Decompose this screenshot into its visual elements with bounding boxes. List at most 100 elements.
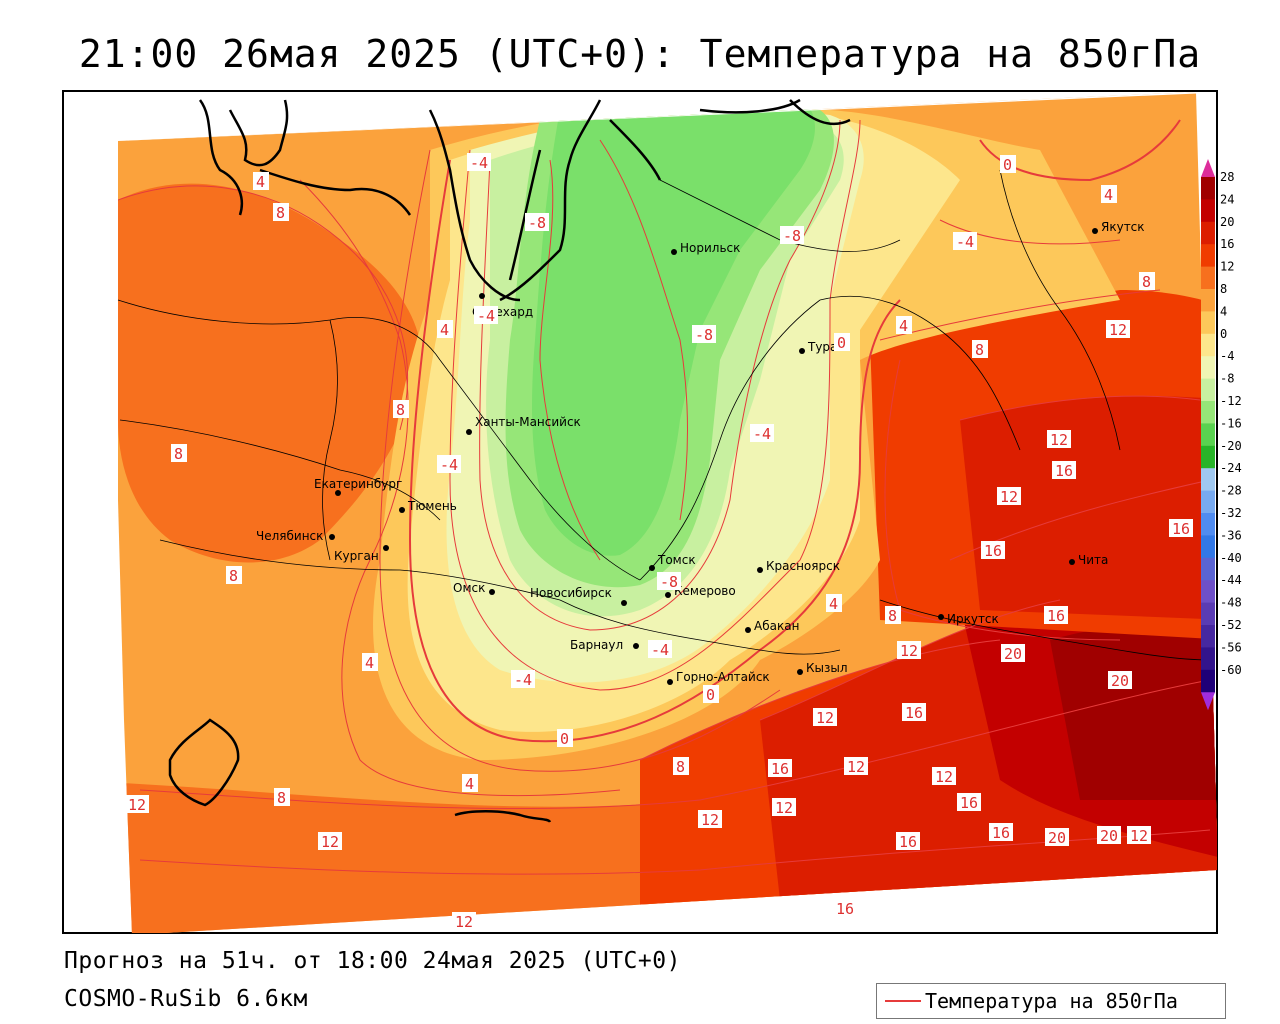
svg-text:12: 12	[455, 913, 473, 931]
city-tyumen: Тюмень	[399, 499, 457, 513]
contour-label: 8	[274, 788, 290, 807]
contour-label: 8	[673, 757, 689, 776]
svg-text:0: 0	[706, 686, 715, 704]
city-label: Ханты-Мансийск	[475, 415, 581, 429]
colorbar-swatch	[1201, 513, 1215, 536]
contour-label: 4	[826, 594, 842, 613]
city-label: Омск	[453, 581, 485, 595]
contour-label: 16	[896, 832, 920, 851]
colorbar-tick-label: -24	[1220, 461, 1242, 475]
legend-label: Температура на 850гПа	[925, 989, 1178, 1013]
svg-text:-4: -4	[753, 425, 771, 443]
city-chelyabinsk: Челябинск	[256, 529, 335, 543]
colorbar-tick-label: -4	[1220, 349, 1234, 363]
contour-label: -4	[953, 232, 977, 251]
svg-text:20: 20	[1100, 827, 1118, 845]
colorbar-swatch	[1201, 333, 1215, 357]
map-title: 21:00 26мая 2025 (UTC+0): Температура на…	[78, 32, 1202, 76]
city-label: Чита	[1078, 553, 1108, 567]
svg-text:16: 16	[960, 794, 978, 812]
svg-text:-4: -4	[651, 641, 669, 659]
city-krasnoyarsk: Красноярск	[757, 559, 840, 573]
contour-label: 16	[989, 823, 1013, 842]
city-kurgan: Курган	[334, 545, 389, 563]
colorbar-tick-label: -20	[1220, 439, 1242, 453]
svg-text:8: 8	[276, 204, 285, 222]
colorbar-tick-label: 4	[1220, 304, 1227, 318]
contour-label: 8	[885, 606, 901, 625]
svg-text:-8: -8	[528, 214, 546, 232]
contour-label: 4	[362, 653, 378, 672]
contour-label: 16	[1169, 519, 1193, 538]
svg-text:16: 16	[836, 900, 854, 918]
svg-text:0: 0	[1003, 156, 1012, 174]
city-kyzyl: Кызыл	[797, 661, 848, 675]
city-layer: Якутск Норильск Салехард Тура Ханты-Манс…	[256, 220, 1145, 685]
temperature-map: Якутск Норильск Салехард Тура Ханты-Манс…	[62, 90, 1242, 934]
contour-label: 0	[703, 685, 719, 704]
contour-label: 20	[1045, 828, 1069, 847]
city-irkutsk: Иркутск	[938, 612, 999, 626]
contour-label: 12	[997, 487, 1021, 506]
svg-text:12: 12	[128, 796, 146, 814]
colorbar-tick-label: 8	[1220, 282, 1227, 296]
svg-text:4: 4	[829, 595, 838, 613]
colorbar-tick-label: -32	[1220, 506, 1242, 520]
svg-text:12: 12	[701, 811, 719, 829]
city-label: Горно-Алтайск	[676, 670, 770, 684]
svg-text:8: 8	[975, 341, 984, 359]
city-label: Норильск	[680, 241, 740, 255]
colorbar-swatch	[1201, 356, 1215, 380]
colorbar-swatch	[1201, 535, 1215, 559]
colorbar-swatch	[1201, 468, 1215, 492]
temperature-field	[118, 92, 1217, 933]
city-ekaterinburg: Екатеринбург	[314, 477, 402, 496]
colorbar-tick-label: -28	[1220, 484, 1242, 498]
colorbar-tick-label: -12	[1220, 394, 1242, 408]
contour-label: 12	[932, 767, 956, 786]
svg-text:8: 8	[396, 401, 405, 419]
contour-label: -4	[474, 306, 498, 325]
colorbar-tick-label: -8	[1220, 372, 1234, 386]
city-label: Красноярск	[766, 559, 840, 573]
colorbar-tick-label: -56	[1220, 640, 1242, 654]
contour-label: 4	[462, 774, 478, 793]
contour-label: -8	[525, 213, 549, 232]
contour-label: 12	[1127, 826, 1151, 845]
svg-text:-4: -4	[470, 154, 488, 172]
contour-label: 12	[813, 708, 837, 727]
city-label: Абакан	[754, 619, 799, 633]
contour-label: 16	[1052, 461, 1076, 480]
svg-text:-8: -8	[695, 326, 713, 344]
svg-text:8: 8	[174, 445, 183, 463]
model-name: COSMO-RuSib 6.6км	[64, 986, 308, 1012]
colorbar-tick-label: -60	[1220, 663, 1242, 677]
svg-text:12: 12	[1130, 827, 1148, 845]
svg-text:12: 12	[847, 758, 865, 776]
admin-borders	[117, 169, 1211, 661]
colorbar-swatch	[1201, 289, 1215, 312]
contour-label: 16	[1044, 606, 1068, 625]
svg-text:4: 4	[365, 654, 374, 672]
contour-label: 4	[896, 316, 912, 335]
contour-label: 8	[171, 444, 187, 463]
svg-text:4: 4	[440, 321, 449, 339]
colorbar-tick-label: -52	[1220, 618, 1242, 632]
contour-label: 20	[1001, 644, 1025, 663]
city-label: Якутск	[1101, 220, 1145, 234]
svg-text:16: 16	[1055, 462, 1073, 480]
svg-text:4: 4	[256, 173, 265, 191]
colorbar-swatch	[1201, 625, 1215, 648]
contour-label: 4	[437, 320, 453, 339]
city-novosibirsk: Новосибирск	[530, 586, 627, 606]
contour-label: 16	[902, 703, 926, 722]
contour-label: 12	[1047, 430, 1071, 449]
city-label: Кызыл	[806, 661, 848, 675]
city-label: Курган	[334, 549, 379, 563]
colorbar-swatch	[1201, 244, 1215, 268]
contour-label: 8	[393, 400, 409, 419]
contour-label: 8	[972, 340, 988, 359]
contour-label: 12	[698, 810, 722, 829]
city-yakutsk: Якутск	[1092, 220, 1145, 234]
contour-label: 16	[957, 793, 981, 812]
